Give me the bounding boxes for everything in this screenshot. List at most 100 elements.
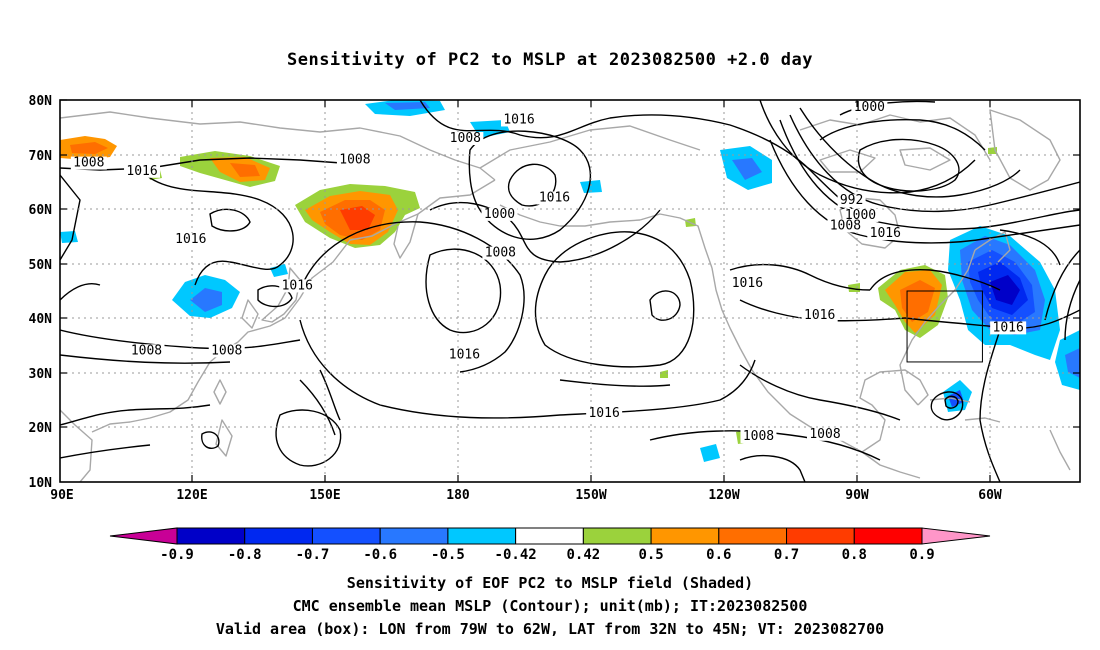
contour-label-bg [482, 246, 519, 260]
contour-label-bg [827, 219, 864, 233]
contour-label-bg [446, 348, 483, 362]
contour-label: 1000 [484, 207, 515, 222]
contour-label-bg [481, 207, 518, 221]
contour-label-bg [172, 232, 209, 246]
latitude-labels: 80N 70N 60N 50N 40N 30N 20N 10N [29, 94, 53, 491]
contour-label-bg [740, 429, 777, 443]
colorbar-segment [718, 527, 788, 545]
contour-label-bg [837, 194, 866, 208]
colorbar-label: -0.5 [431, 547, 465, 563]
contour-label: 1000 [845, 208, 876, 223]
contour-label: 1016 [993, 320, 1024, 335]
colorbar-segment [515, 527, 584, 545]
lat-tick-label: 40N [29, 312, 53, 327]
lat-tick-label: 80N [29, 94, 53, 109]
lat-tick-label: 50N [29, 258, 53, 273]
colorbar-label: 0.7 [774, 547, 799, 563]
map-frame [59, 99, 1081, 483]
colorbar-under-triangle [109, 527, 178, 545]
caption-shaded: Sensitivity of EOF PC2 to MSLP field (Sh… [346, 574, 754, 592]
contour-label: 1016 [588, 406, 619, 421]
figure-title: Sensitivity of PC2 to MSLP at 2023082500… [286, 50, 813, 70]
lat-tick-label: 30N [29, 367, 53, 382]
shade-negative [580, 180, 602, 193]
contour-label-bg [124, 164, 161, 178]
contour-label-bg [586, 407, 623, 421]
shade-negative [60, 231, 78, 243]
contour-label: 1008 [450, 131, 481, 146]
lat-tick-label: 70N [29, 149, 53, 164]
shade-positive-core [70, 142, 108, 154]
colorbar-label: -0.8 [228, 547, 262, 563]
contour-label-bg [336, 153, 373, 167]
lon-tick-label: 150W [575, 488, 606, 503]
lat-tick-label: 20N [29, 421, 53, 436]
contour-label: 1016 [449, 348, 480, 363]
colorbar-label: -0.6 [363, 547, 397, 563]
shade-negative [1065, 348, 1080, 378]
colorbar-label: 0.42 [567, 547, 601, 563]
contour-label-bg [501, 113, 537, 127]
colorbar-segment [650, 527, 720, 545]
colorbar-segment [311, 527, 381, 545]
contour-label-bg [801, 308, 838, 322]
lat-tick-label: 60N [29, 203, 53, 218]
longitude-labels: 90E 120E 150E 180 150W 120W 90W 60W [50, 488, 1002, 503]
contour-label: 1016 [175, 232, 206, 247]
lon-tick-label: 90E [50, 488, 73, 503]
contour-label-bg [842, 208, 879, 222]
contour-label-bg [990, 321, 1027, 335]
colorbar: -0.9 -0.8 -0.7 -0.6 -0.5 -0.42 0.42 0.5 0.6 0.7 0.… [109, 527, 991, 563]
lon-tick-label: 120W [708, 488, 739, 503]
shade-positive [900, 280, 935, 322]
contour-label: 1016 [503, 112, 534, 127]
contour-label: 1008 [809, 427, 840, 442]
contour-label-bg [867, 226, 904, 240]
caption-valid-area: Valid area (box): LON from 79W to 62W, L… [215, 620, 885, 638]
shade-negative [385, 102, 430, 110]
contour-label-bg [447, 132, 484, 146]
shade-negative [732, 158, 762, 180]
contour-label: 1008 [743, 429, 774, 444]
shade-positive-core [340, 206, 375, 230]
colorbar-label: 0.9 [909, 547, 934, 563]
contour-label-bg [851, 100, 888, 114]
contour-label: 1016 [804, 308, 835, 323]
contour-label: 1016 [539, 191, 570, 206]
lon-tick-label: 120E [176, 488, 207, 503]
contour-label-bg [208, 344, 245, 358]
colorbar-segment [379, 527, 449, 545]
contour-label-bg [70, 156, 107, 170]
contour-label: 1008 [131, 343, 162, 358]
shade-negative [190, 288, 222, 312]
colorbar-label: -0.7 [296, 547, 330, 563]
contour-label-bg [536, 191, 573, 205]
shade-positive [660, 370, 668, 378]
contour-label: 1016 [282, 278, 313, 293]
valid-area-box [906, 290, 983, 363]
contour-label: 992 [840, 193, 863, 208]
lat-tick-label: 10N [29, 476, 53, 491]
shade-positive-core [230, 163, 260, 177]
colorbar-segment [447, 527, 517, 545]
shade-negative [700, 444, 720, 462]
contour-label-bg [807, 427, 843, 441]
contour-label: 1008 [73, 156, 104, 171]
lon-tick-label: 60W [978, 488, 1002, 503]
lon-tick-label: 90W [845, 488, 869, 503]
colorbar-label: -0.42 [495, 547, 537, 563]
colorbar-label: -0.9 [160, 547, 194, 563]
contour-label: 1008 [830, 218, 861, 233]
colorbar-label: 0.8 [842, 547, 867, 563]
colorbar-segment [244, 527, 313, 545]
contour-label: 1008 [211, 343, 242, 358]
colorbar-segment [176, 527, 246, 545]
contour-label: 1016 [126, 164, 157, 179]
colorbar-segment [853, 527, 923, 545]
contour-label: 1008 [485, 246, 516, 261]
lon-tick-label: 180 [446, 488, 470, 503]
contour-label: 1000 [854, 100, 885, 115]
lon-tick-label: 150E [309, 488, 340, 503]
contour-label: 1016 [870, 226, 901, 241]
